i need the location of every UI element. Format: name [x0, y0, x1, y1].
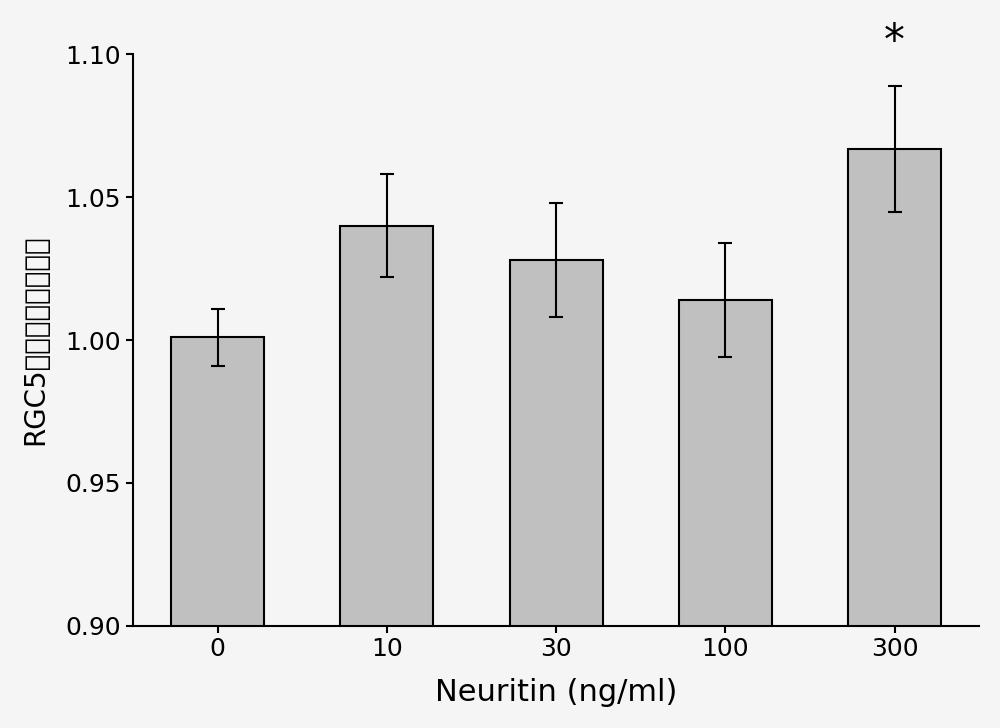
Bar [848, 149, 941, 625]
Y-axis label: RGC5存活率（标准化）: RGC5存活率（标准化） [21, 234, 49, 446]
X-axis label: Neuritin (ng/ml): Neuritin (ng/ml) [435, 678, 677, 707]
Bar [679, 300, 772, 625]
Bar [510, 260, 603, 625]
Bar [340, 226, 433, 625]
Bar [171, 337, 264, 625]
Text: *: * [884, 21, 905, 63]
